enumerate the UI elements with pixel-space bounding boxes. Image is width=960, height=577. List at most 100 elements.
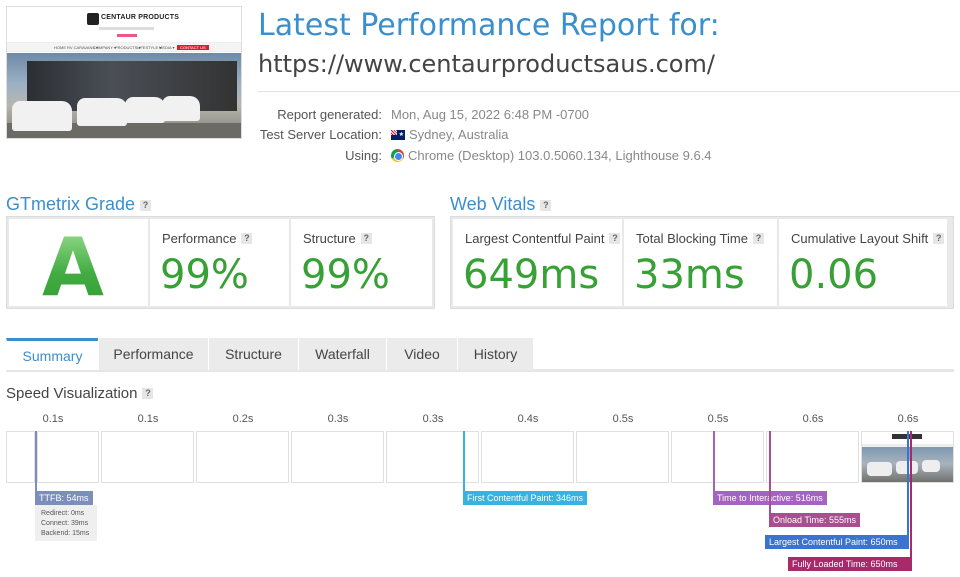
meta-using: Using: Chrome (Desktop) 103.0.5060.134, … — [258, 148, 958, 166]
site-thumbnail[interactable]: CENTAUR PRODUCTS HOME RV CARAVANS ▾ COMP… — [6, 6, 242, 139]
timeline-frame[interactable] — [196, 431, 289, 483]
timeline-frame[interactable] — [481, 431, 574, 483]
gtmetrix-grade-panel: A Performance? 99% Structure? 99% — [6, 216, 435, 314]
timeline-frame[interactable] — [37, 431, 99, 483]
thumbnail-nav: HOME RV CARAVANS ▾ COMPANY ▾ PRODUCTS ▾ … — [7, 42, 241, 52]
timeline-tick: 0.5s — [612, 413, 634, 425]
help-icon[interactable]: ? — [753, 233, 764, 244]
tab-video[interactable]: Video — [386, 338, 457, 370]
help-icon[interactable]: ? — [241, 233, 253, 244]
grade-cell: A — [9, 219, 148, 314]
timeline-frame[interactable] — [386, 431, 479, 483]
cls-value: 0.06 — [789, 252, 879, 298]
thumbnail-hero-image — [7, 53, 241, 138]
thumbnail-logo-text: CENTAUR PRODUCTS — [101, 14, 180, 21]
thumbnail-nav-item: PRODUCTS ▾ — [115, 45, 141, 50]
ttfb-marker-line — [35, 431, 37, 491]
thumbnail-nav-item: COMPANY ▾ — [93, 45, 116, 50]
lcp-cell: Largest Contentful Paint? 649ms — [453, 219, 622, 306]
onload-marker-line — [769, 431, 771, 513]
structure-label-text: Structure — [303, 231, 356, 246]
timeline-tick: 0.3s — [327, 413, 349, 425]
help-icon[interactable]: ? — [933, 233, 945, 244]
page-title: Latest Performance Report for: — [258, 8, 720, 43]
tti-marker-line — [713, 431, 715, 491]
ttfb-redirect: Redirect: 0ms — [41, 510, 85, 517]
thumbnail-logo: CENTAUR PRODUCTS — [87, 13, 179, 27]
thumbnail-nav-item: RV CARAVANS ▾ — [67, 45, 99, 50]
meta-value: Sydney, Australia — [409, 127, 509, 142]
timeline-frame[interactable] — [291, 431, 384, 483]
timeline-tick: 0.5s — [707, 413, 729, 425]
timeline-frame[interactable] — [6, 431, 35, 483]
timeline-frame[interactable] — [576, 431, 669, 483]
performance-cell: Performance? 99% — [150, 219, 289, 306]
meta-server-location: Test Server Location: Sydney, Australia — [258, 127, 958, 145]
timeline-tick: 0.1s — [42, 413, 64, 425]
meta-value: Mon, Aug 15, 2022 6:48 PM -0700 — [391, 107, 590, 122]
ttfb-marker-label: TTFB: 54ms — [35, 491, 93, 505]
performance-label: Performance? — [162, 231, 253, 246]
speed-visualization-title-text: Speed Visualization — [6, 385, 138, 402]
web-vitals-title: Web Vitals? — [450, 194, 552, 215]
ttfb-backend: Backend: 15ms — [41, 530, 90, 537]
meta-value-wrap: Sydney, Australia — [391, 127, 508, 142]
timeline-tick: 0.4s — [517, 413, 539, 425]
tbt-label-text: Total Blocking Time — [636, 231, 748, 246]
tab-performance[interactable]: Performance — [98, 338, 208, 370]
timeline-tick: 0.6s — [897, 413, 919, 425]
meta-label: Test Server Location: — [259, 127, 382, 142]
timeline-tick: 0.2s — [232, 413, 254, 425]
fcp-marker-label: First Contentful Paint: 346ms — [463, 491, 588, 505]
tbt-value: 33ms — [634, 252, 745, 298]
thumbnail-tagline-placeholder — [99, 27, 154, 30]
web-vitals-panel: Largest Contentful Paint? 649ms Total Bl… — [450, 216, 954, 309]
tab-summary[interactable]: Summary — [6, 338, 98, 370]
meta-report-generated: Report generated: Mon, Aug 15, 2022 6:48… — [258, 107, 958, 125]
performance-label-text: Performance — [162, 231, 237, 246]
tbt-cell: Total Blocking Time? 33ms — [624, 219, 777, 306]
lcp-marker-line — [907, 431, 909, 535]
help-icon[interactable]: ? — [360, 233, 372, 244]
grade-letter: A — [42, 221, 104, 314]
tbt-label: Total Blocking Time? — [636, 231, 764, 246]
tab-waterfall[interactable]: Waterfall — [298, 338, 386, 370]
help-icon[interactable]: ? — [140, 200, 152, 211]
structure-label: Structure? — [303, 231, 372, 246]
fcp-marker-line — [463, 431, 465, 491]
meta-value: Chrome (Desktop) 103.0.5060.134, Lightho… — [408, 148, 712, 163]
fully-loaded-marker-label: Fully Loaded Time: 650ms — [788, 557, 912, 571]
gtmetrix-grade-title-text: GTmetrix Grade — [6, 194, 136, 214]
structure-cell: Structure? 99% — [291, 219, 432, 306]
onload-marker-label: Onload Time: 555ms — [769, 513, 861, 527]
thumbnail-nav-item: HOME — [54, 45, 66, 50]
timeline-tick: 0.6s — [802, 413, 824, 425]
tab-history[interactable]: History — [457, 338, 533, 370]
chrome-icon — [391, 149, 404, 162]
divider — [258, 91, 960, 92]
performance-value: 99% — [160, 252, 249, 298]
timeline-tick: 0.3s — [422, 413, 444, 425]
thumbnail-nav-item: MEDIA ▾ — [159, 45, 175, 50]
timeline-frame[interactable] — [766, 431, 859, 483]
gtmetrix-grade-title: GTmetrix Grade? — [6, 194, 152, 215]
lcp-label-text: Largest Contentful Paint — [465, 231, 605, 246]
lcp-value: 649ms — [463, 252, 600, 298]
report-url[interactable]: https://www.centaurproductsaus.com/ — [258, 50, 715, 78]
help-icon[interactable]: ? — [540, 200, 552, 211]
cls-label: Cumulative Layout Shift? — [791, 231, 945, 246]
ttfb-breakdown — [35, 505, 97, 541]
speed-visualization-title: Speed Visualization? — [6, 385, 154, 402]
ttfb-connect: Connect: 39ms — [41, 520, 89, 527]
help-icon[interactable]: ? — [142, 388, 154, 399]
structure-value: 99% — [301, 252, 390, 298]
tab-bar-underline — [6, 369, 954, 372]
timeline-tick: 0.1s — [137, 413, 159, 425]
timeline-frame[interactable] — [101, 431, 194, 483]
meta-label: Using: — [345, 148, 382, 163]
help-icon[interactable]: ? — [609, 233, 621, 244]
thumbnail-phone-placeholder — [117, 34, 137, 37]
timeline-frame[interactable] — [671, 431, 764, 483]
tab-structure[interactable]: Structure — [208, 338, 298, 370]
cls-label-text: Cumulative Layout Shift — [791, 231, 929, 246]
